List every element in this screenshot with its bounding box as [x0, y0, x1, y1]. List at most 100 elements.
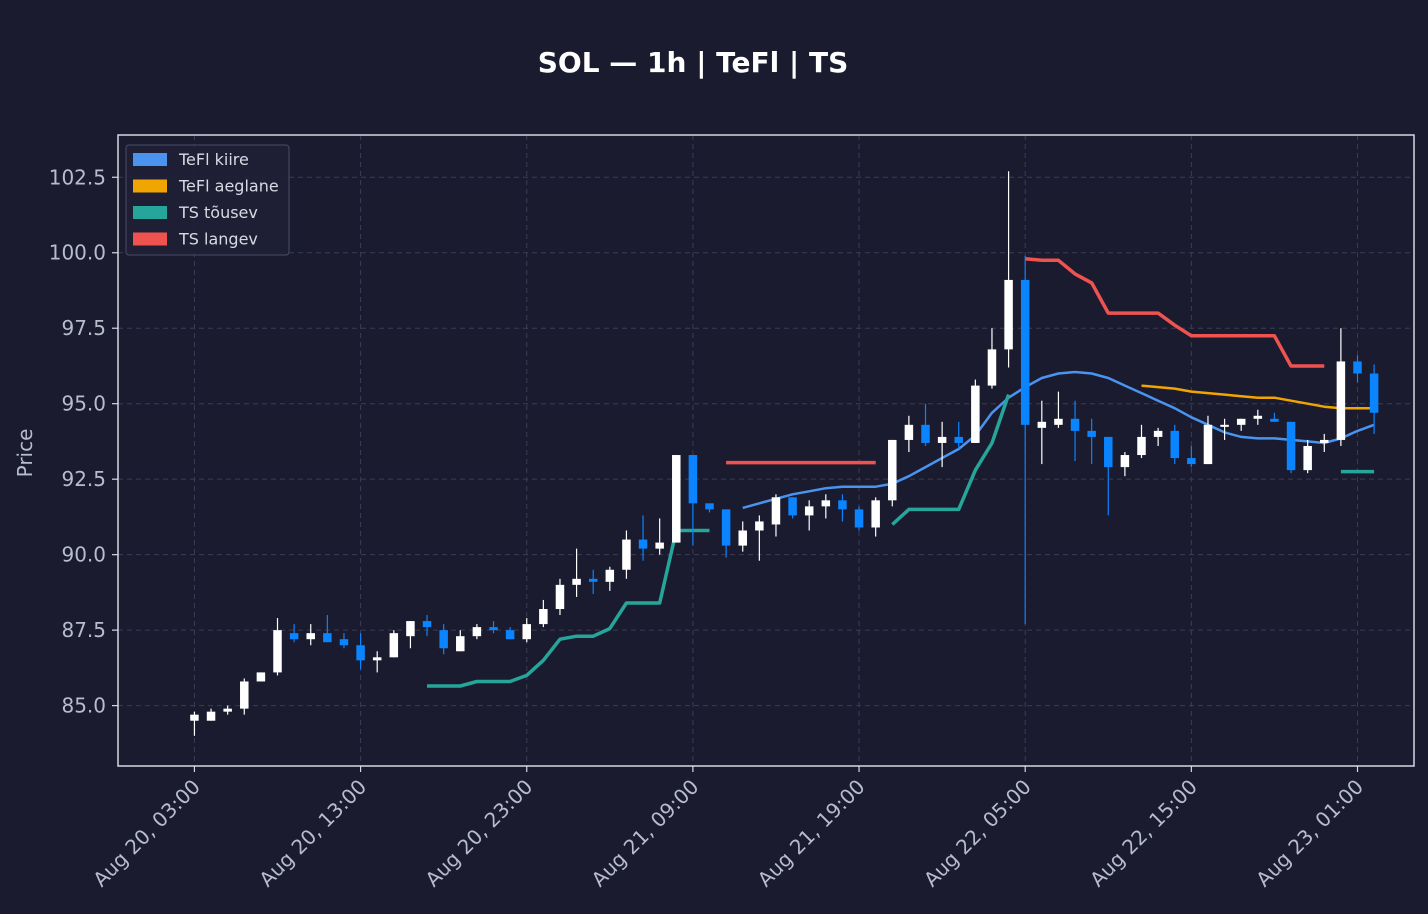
candle-body: [688, 455, 698, 504]
plot-area: [118, 135, 1414, 766]
candle-body: [356, 645, 365, 661]
candle-up: [1303, 439, 1312, 474]
candle-body: [1303, 445, 1312, 471]
candle-down: [1286, 421, 1296, 474]
candle-up: [273, 618, 282, 676]
candle-up: [1220, 418, 1229, 440]
candle-body: [1104, 436, 1113, 468]
candle-down: [788, 497, 797, 519]
candle-up: [472, 624, 482, 640]
candle-body: [971, 385, 980, 443]
tefl-kiire-line: [742, 370, 1375, 510]
legend-item: TS tõusev: [133, 203, 258, 222]
candle-down: [339, 633, 349, 649]
candle-down: [439, 624, 448, 655]
legend-swatch: [133, 153, 167, 166]
candles-group: [190, 171, 1379, 736]
candle-down: [1369, 364, 1379, 434]
candle-down: [688, 455, 698, 546]
candle-body: [1220, 424, 1229, 427]
candle-down: [422, 615, 432, 637]
chart-title: SOL — 1h | TeFl | TS: [538, 46, 849, 79]
candle-down: [721, 509, 731, 558]
candle-down: [854, 506, 864, 531]
legend-swatch: [133, 179, 167, 193]
candle-body: [505, 630, 515, 640]
candle-down: [1020, 255, 1030, 625]
y-tick-label: 85.0: [61, 694, 106, 718]
candle-up: [1037, 400, 1047, 465]
legend-swatch: [133, 206, 167, 219]
candle-body: [456, 636, 465, 652]
y-tick-label: 87.5: [61, 618, 106, 642]
candle-up: [821, 494, 831, 519]
candle-body: [1037, 421, 1047, 428]
candle-body: [638, 539, 648, 549]
candle-body: [240, 681, 249, 709]
candle-body: [190, 714, 199, 721]
candle-body: [439, 630, 448, 649]
candle-up: [605, 566, 615, 591]
legend-label: TS langev: [178, 230, 258, 249]
candle-body: [605, 569, 615, 582]
candle-body: [1286, 421, 1296, 471]
candle-down: [1187, 445, 1196, 468]
legend: TeFl kiire TeFl aeglane TS tõusev TS langev: [125, 144, 290, 256]
candle-body: [1153, 430, 1163, 437]
candle-body: [854, 509, 864, 528]
candle-body: [771, 497, 781, 525]
candle-up: [622, 530, 631, 579]
indicator-lines: [427, 257, 1375, 688]
candle-body: [1004, 279, 1013, 350]
candle-up: [306, 624, 315, 646]
candle-body: [489, 627, 498, 631]
candle-up: [888, 439, 897, 507]
candle-up: [406, 621, 415, 649]
candle-body: [987, 349, 997, 386]
y-tick-label: 90.0: [61, 543, 106, 567]
candle-up: [1054, 391, 1063, 428]
legend-item: TeFl aeglane: [133, 177, 279, 196]
candle-body: [1320, 439, 1329, 443]
candle-up: [539, 599, 548, 628]
candle-down: [356, 633, 365, 670]
candle-body: [1087, 430, 1096, 437]
x-tick-label: Aug 20, 13:00: [254, 775, 371, 892]
candle-body: [256, 672, 266, 682]
candle-body: [937, 436, 947, 443]
grid-lines: [118, 135, 1414, 766]
candle-body: [721, 509, 731, 546]
candle-body: [1070, 418, 1080, 431]
candle-down: [1270, 412, 1279, 422]
y-axis: 85.0 87.5 90.0 92.5 95.0 97.5 100.0 102.5: [49, 165, 118, 718]
legend-label: TS tõusev: [178, 203, 258, 222]
candle-body: [1137, 436, 1146, 456]
candle-body: [1120, 455, 1130, 468]
y-tick-label: 92.5: [61, 467, 106, 491]
candle-body: [804, 506, 814, 516]
tefl-aeglane-line: [1141, 384, 1375, 410]
candle-body: [1203, 424, 1213, 465]
candle-up: [1253, 409, 1263, 425]
y-tick-label: 97.5: [61, 316, 106, 340]
candle-up: [655, 518, 664, 555]
candle-up: [771, 494, 781, 537]
candle-up: [572, 548, 581, 597]
candle-down: [323, 615, 332, 643]
candle-down: [289, 624, 299, 643]
candle-down: [1104, 436, 1113, 516]
candle-body: [838, 500, 847, 510]
candle-body: [1054, 418, 1063, 425]
legend-item: TeFl kiire: [133, 150, 249, 169]
candle-body: [1353, 361, 1362, 374]
x-axis: Aug 20, 03:00 Aug 20, 13:00 Aug 20, 23:00 A…: [88, 766, 1368, 891]
candle-body: [1020, 279, 1030, 425]
candle-down: [954, 421, 963, 449]
candle-up: [755, 515, 764, 561]
candle-down: [921, 403, 930, 446]
candle-body: [622, 539, 631, 570]
candle-body: [1369, 373, 1379, 413]
x-tick-label: Aug 22, 05:00: [919, 775, 1036, 892]
